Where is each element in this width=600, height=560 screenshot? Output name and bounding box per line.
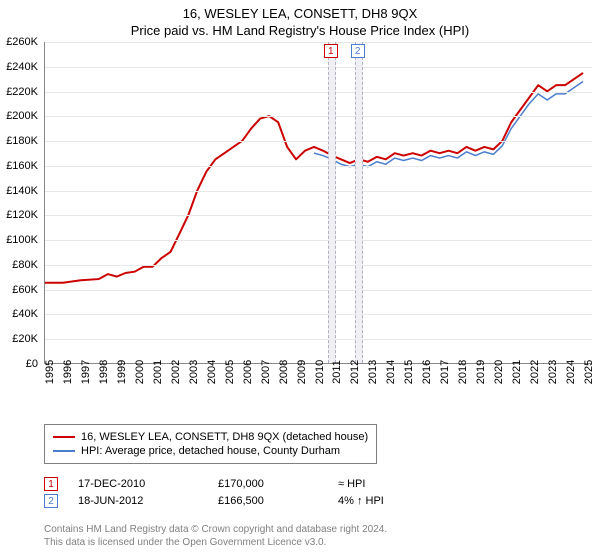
y-axis-label: £240K — [0, 61, 38, 73]
x-axis-label: 2018 — [457, 360, 469, 384]
y-axis-label: £260K — [0, 36, 38, 48]
y-axis-label: £80K — [0, 259, 38, 271]
y-axis-label: £120K — [0, 209, 38, 221]
gridline — [45, 191, 592, 192]
legend-swatch — [53, 450, 75, 452]
chart-container: 16, WESLEY LEA, CONSETT, DH8 9QX Price p… — [0, 0, 600, 560]
x-axis-label: 2023 — [547, 360, 559, 384]
x-axis-label: 2007 — [260, 360, 272, 384]
sale-marker-band — [328, 42, 336, 363]
x-axis-label: 2020 — [493, 360, 505, 384]
sale-row-badge: 1 — [44, 477, 58, 491]
gridline — [45, 265, 592, 266]
x-axis-label: 2001 — [152, 360, 164, 384]
y-axis-label: £160K — [0, 160, 38, 172]
x-axis-label: 2014 — [385, 360, 397, 384]
chart-title-block: 16, WESLEY LEA, CONSETT, DH8 9QX Price p… — [0, 0, 600, 40]
y-axis-label: £220K — [0, 86, 38, 98]
sale-price: £170,000 — [218, 478, 318, 490]
sale-row: 2 18-JUN-2012 £166,500 4% ↑ HPI — [44, 494, 458, 508]
sale-marker-band — [355, 42, 363, 363]
x-axis-label: 1996 — [62, 360, 74, 384]
gridline — [45, 339, 592, 340]
x-axis-label: 1995 — [44, 360, 56, 384]
x-axis-label: 1998 — [98, 360, 110, 384]
gridline — [45, 67, 592, 68]
sale-date: 17-DEC-2010 — [78, 478, 198, 490]
legend-item: 16, WESLEY LEA, CONSETT, DH8 9QX (detach… — [53, 431, 368, 443]
legend-item: HPI: Average price, detached house, Coun… — [53, 445, 368, 457]
x-axis-label: 2000 — [134, 360, 146, 384]
y-axis-label: £180K — [0, 135, 38, 147]
legend-label: 16, WESLEY LEA, CONSETT, DH8 9QX (detach… — [81, 431, 368, 443]
x-axis-label: 2015 — [403, 360, 415, 384]
gridline — [45, 240, 592, 241]
x-axis-label: 2002 — [170, 360, 182, 384]
plot-area: 12 — [44, 42, 592, 364]
x-axis-label: 2022 — [529, 360, 541, 384]
x-axis-label: 2017 — [439, 360, 451, 384]
x-axis-label: 2008 — [278, 360, 290, 384]
gridline — [45, 166, 592, 167]
x-axis-label: 1999 — [116, 360, 128, 384]
sale-price: £166,500 — [218, 495, 318, 507]
legend: 16, WESLEY LEA, CONSETT, DH8 9QX (detach… — [44, 424, 377, 464]
y-axis-label: £0 — [0, 358, 38, 370]
x-axis-label: 2004 — [206, 360, 218, 384]
title-subtitle: Price paid vs. HM Land Registry's House … — [0, 23, 600, 40]
gridline — [45, 141, 592, 142]
sale-date: 18-JUN-2012 — [78, 495, 198, 507]
series-line — [45, 73, 583, 283]
x-axis-label: 2006 — [242, 360, 254, 384]
x-axis-label: 2009 — [296, 360, 308, 384]
gridline — [45, 92, 592, 93]
sale-hpi-delta: 4% ↑ HPI — [338, 495, 458, 507]
y-axis-label: £100K — [0, 234, 38, 246]
legend-label: HPI: Average price, detached house, Coun… — [81, 445, 340, 457]
sales-table: 1 17-DEC-2010 £170,000 ≈ HPI 2 18-JUN-2012 £16… — [44, 474, 458, 511]
gridline — [45, 42, 592, 43]
x-axis-label: 2025 — [583, 360, 595, 384]
x-axis-label: 2005 — [224, 360, 236, 384]
title-address: 16, WESLEY LEA, CONSETT, DH8 9QX — [0, 6, 600, 23]
attribution-text: Contains HM Land Registry data © Crown c… — [44, 523, 387, 549]
sale-hpi-delta: ≈ HPI — [338, 478, 458, 490]
attribution-line1: Contains HM Land Registry data © Crown c… — [44, 523, 387, 536]
attribution-line2: This data is licensed under the Open Gov… — [44, 536, 387, 549]
sale-marker-badge: 1 — [324, 44, 338, 58]
x-axis-label: 2003 — [188, 360, 200, 384]
x-axis-label: 2019 — [475, 360, 487, 384]
x-axis-label: 2010 — [314, 360, 326, 384]
x-axis-label: 2012 — [349, 360, 361, 384]
chart-area: 12 £0 £20K £40K £60K £80K £100K £120K £140K £160… — [0, 42, 600, 420]
gridline — [45, 290, 592, 291]
gridline — [45, 314, 592, 315]
x-axis-label: 2024 — [565, 360, 577, 384]
gridline — [45, 116, 592, 117]
x-axis-label: 2013 — [367, 360, 379, 384]
y-axis-label: £40K — [0, 308, 38, 320]
y-axis-label: £20K — [0, 333, 38, 345]
sale-marker-badge: 2 — [351, 44, 365, 58]
y-axis-label: £140K — [0, 185, 38, 197]
y-axis-label: £200K — [0, 110, 38, 122]
x-axis-label: 2016 — [421, 360, 433, 384]
legend-swatch — [53, 436, 75, 438]
x-axis-label: 2021 — [511, 360, 523, 384]
y-axis-label: £60K — [0, 284, 38, 296]
x-axis-label: 2011 — [331, 360, 343, 384]
x-axis-label: 1997 — [80, 360, 92, 384]
sale-row-badge: 2 — [44, 494, 58, 508]
gridline — [45, 215, 592, 216]
sale-row: 1 17-DEC-2010 £170,000 ≈ HPI — [44, 477, 458, 491]
